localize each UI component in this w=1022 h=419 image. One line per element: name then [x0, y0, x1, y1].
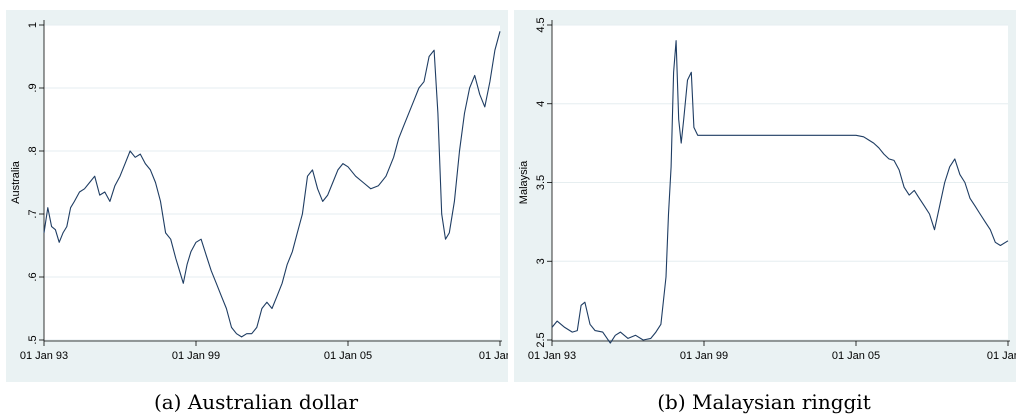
y-tick-label-2: .7 [27, 209, 39, 218]
x-tick-label-1: 01 Jan 99 [680, 350, 728, 362]
x-tick-label-0: 01 Jan 93 [20, 350, 68, 362]
y-tick-label-4: .9 [27, 83, 39, 92]
caption-malaysian-ringgit: (b) Malaysian ringgit [657, 390, 871, 414]
chart-panel-malaysia: 2.5 3 3.5 4 4.5 01 Jan 93 01 Jan 99 01 Jan 05 01… [514, 10, 1022, 382]
y-tick-label-2: 3.5 [535, 175, 547, 190]
y-tick-label-3: 4 [535, 101, 547, 107]
chart-panel-australia: .5 .6 .7 .8 .9 1 01 Jan 93 01 Jan 99 01 Jan 05 01… [6, 10, 521, 382]
x-tick-label-1: 01 Jan 99 [172, 350, 220, 362]
y-axis-label-malaysia: Malaysia [518, 160, 530, 204]
x-tick-label-0: 01 Jan 93 [528, 350, 576, 362]
caption-australian-dollar: (a) Australian dollar [153, 390, 359, 414]
y-tick-label-0: .5 [27, 335, 39, 344]
y-tick-label-1: 3 [535, 258, 547, 264]
y-tick-label-5: 1 [27, 22, 39, 28]
x-tick-label-3: 01 Jan 1 [479, 350, 508, 362]
x-tick-label-2: 01 Jan 05 [324, 350, 372, 362]
x-tick-label-3: 01 Jan 1 [987, 350, 1016, 362]
chart-malaysia: 2.5 3 3.5 4 4.5 01 Jan 93 01 Jan 99 01 Jan 05 01… [518, 17, 1022, 362]
series-line-australia-0 [43, 31, 501, 338]
x-tick-label-2: 01 Jan 05 [832, 350, 880, 362]
y-tick-label-4: 4.5 [535, 17, 547, 32]
plot-area [44, 25, 500, 340]
y-tick-label-0: 2.5 [535, 332, 547, 347]
y-tick-label-1: .6 [27, 272, 39, 281]
y-axis-label-australia: Australia [10, 160, 22, 204]
chart-australia: .5 .6 .7 .8 .9 1 01 Jan 93 01 Jan 99 01 Jan 05 01… [10, 20, 521, 362]
series-line-malaysia-0 [551, 40, 1009, 344]
y-tick-label-3: .8 [27, 146, 39, 155]
